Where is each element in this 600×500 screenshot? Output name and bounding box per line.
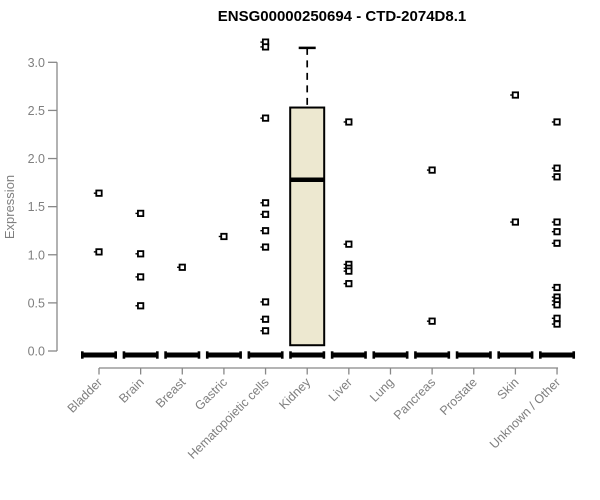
zero-bar-right-cap [530,351,534,359]
zero-bar-right-cap [156,351,159,359]
data-point-square [553,314,561,322]
zero-expression-bar [540,352,575,358]
data-point-square [553,239,561,247]
y-tick-label: 2.0 [28,152,45,166]
data-point-square [261,298,270,306]
x-category-label: Hematopoietic cells [185,375,272,462]
zero-bar-left-cap [81,351,84,359]
zero-expression-bar [248,352,283,358]
data-point-square [261,114,270,122]
data-point-square [553,164,561,172]
zero-expression-bar [82,352,116,358]
data-point-square [511,218,520,226]
data-point-square [553,320,561,328]
zero-bar-right-cap [280,351,284,359]
y-tick-label: 1.0 [28,248,45,262]
data-point-square [261,43,270,51]
data-point-square [95,189,103,197]
zero-expression-bar [165,352,200,358]
y-tick-label: 3.0 [28,56,45,70]
zero-bar-right-cap [405,351,409,359]
zero-bar-left-cap [164,351,167,359]
data-point-square [345,267,353,275]
data-point-square [261,227,270,235]
zero-expression-bar [331,352,366,358]
zero-bar-right-cap [447,351,451,359]
zero-bar-left-cap [455,351,459,359]
data-point-square [137,209,145,217]
x-category-label: Skin [494,375,521,402]
y-tick-label: 0.5 [28,296,45,310]
data-point-square [553,173,561,181]
zero-bar-left-cap [247,351,251,359]
data-point-square [553,118,561,126]
zero-bar-left-cap [122,351,126,359]
x-category-label: Prostate [437,375,480,418]
data-point-square [261,199,270,207]
box-iqr [289,106,326,347]
x-category-label: Unknown / Other [487,375,563,451]
zero-bar-right-cap [322,351,326,359]
y-tick-label: 1.5 [28,200,45,214]
zero-bar-right-cap [114,351,117,359]
y-axis-title: Expression [2,175,17,239]
zero-bar-left-cap [289,351,292,359]
zero-bar-left-cap [414,351,417,359]
x-category-label: Gastric [192,375,230,413]
x-category-label: Brain [116,375,147,406]
zero-expression-bar [290,352,325,358]
data-point-square [261,210,270,218]
data-point-square [428,166,436,174]
data-point-square [261,327,270,335]
zero-bar-right-cap [239,351,242,359]
x-category-label: Lung [367,375,397,405]
chart-title: ENSG00000250694 - CTD-2074D8.1 [217,8,467,25]
data-point-square [428,317,436,325]
zero-bar-left-cap [497,351,500,359]
data-point-square [95,248,103,256]
zero-expression-bar [373,352,408,358]
zero-bar-right-cap [489,351,492,359]
zero-bar-left-cap [205,351,209,359]
data-point-square [345,280,353,288]
zero-expression-bar [206,352,241,358]
zero-bar-right-cap [572,351,576,359]
data-point-square [553,228,561,236]
data-point-square [553,283,561,292]
zero-expression-bar [456,352,491,358]
zero-expression-bar [415,352,450,358]
y-tick-label: 0.0 [28,345,45,359]
data-point-square [137,250,145,258]
x-category-label: Liver [326,375,355,404]
y-tick-label: 2.5 [28,104,45,118]
data-point-square [511,91,520,99]
x-category-label: Breast [153,375,189,411]
zero-bar-right-cap [364,351,367,359]
data-point-square [178,263,186,271]
x-category-label: Bladder [65,375,105,415]
x-category-label: Kidney [276,375,313,412]
x-category-label: Pancreas [391,375,438,422]
zero-bar-left-cap [330,351,334,359]
data-point-square [345,118,353,126]
data-point-square [553,301,561,309]
zero-expression-bar [123,352,158,358]
data-point-square [553,218,561,226]
data-point-square [345,240,353,248]
data-point-square [137,302,145,310]
zero-expression-bar [498,352,533,358]
data-point-square [261,243,270,251]
data-point-square [261,315,270,323]
data-point-square [220,232,228,241]
data-point-square [137,273,145,281]
zero-bar-left-cap [372,351,376,359]
zero-bar-left-cap [539,351,542,359]
zero-bar-right-cap [197,351,201,359]
